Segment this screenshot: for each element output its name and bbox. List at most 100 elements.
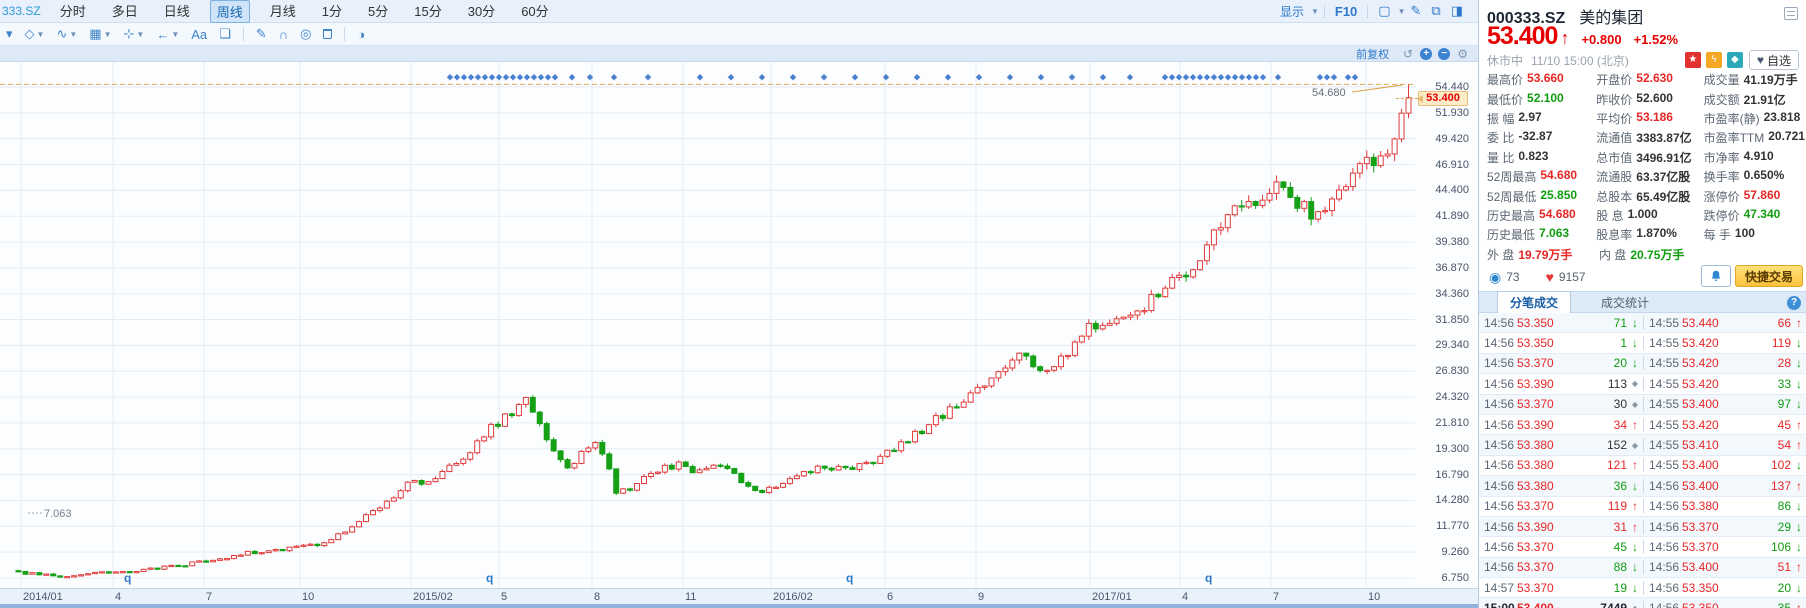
event-diamond-icon[interactable] (1316, 74, 1324, 81)
period-tab-周线[interactable]: 周线 (209, 0, 250, 23)
likes-heart-icon[interactable]: ♥ (1545, 269, 1554, 285)
event-diamond-icon[interactable] (467, 74, 475, 81)
arrow-left-icon[interactable]: ← ▼ (156, 26, 180, 42)
magnet-icon[interactable]: ∩ (278, 26, 289, 42)
wave-tool-icon[interactable]: ∿ ▼ (56, 26, 78, 41)
contrast-icon[interactable]: ◑ (357, 26, 366, 42)
event-diamond-icon[interactable] (509, 74, 517, 81)
event-diamond-icon[interactable] (1330, 74, 1338, 81)
event-diamond-icon[interactable] (1126, 74, 1134, 81)
event-diamond-icon[interactable] (1224, 74, 1232, 81)
period-tab-30分[interactable]: 30分 (467, 3, 496, 19)
alert-bell-button[interactable] (1701, 265, 1731, 287)
period-tab-月线[interactable]: 月线 (269, 3, 296, 19)
help-icon[interactable]: ? (1787, 296, 1801, 310)
event-diamond-icon[interactable] (944, 74, 952, 81)
adjust-mode-label[interactable]: 前复权 (1356, 48, 1390, 61)
event-diamond-icon[interactable] (1231, 74, 1239, 81)
period-tab-多日[interactable]: 多日 (111, 3, 138, 19)
trash-icon[interactable] (323, 29, 333, 39)
event-diamond-icon[interactable] (727, 74, 735, 81)
event-diamond-icon[interactable] (1210, 74, 1218, 81)
period-tab-日线[interactable]: 日线 (163, 3, 190, 19)
quick-trade-button[interactable]: 快捷交易 (1735, 265, 1803, 287)
event-diamond-icon[interactable] (460, 74, 468, 81)
event-diamond-icon[interactable] (481, 74, 489, 81)
event-diamond-icon[interactable] (851, 74, 859, 81)
comment-icon[interactable]: ❏ (219, 26, 231, 41)
undo-icon[interactable]: ↺ (1403, 46, 1414, 61)
period-tab-5分[interactable]: 5分 (368, 3, 389, 19)
pen-icon[interactable]: ✎ (255, 26, 267, 41)
news-note-icon[interactable] (1784, 7, 1798, 20)
event-diamond-icon[interactable] (1161, 74, 1169, 81)
candlestick-chart[interactable]: 54.680 7.063 (0, 62, 1478, 588)
target-icon[interactable]: ◎ (300, 26, 312, 41)
event-diamond-icon[interactable] (568, 74, 576, 81)
period-tab-15分[interactable]: 15分 (414, 3, 442, 19)
gear-icon[interactable]: ⚙ (1457, 46, 1468, 61)
event-diamond-icon[interactable] (644, 74, 652, 81)
tick-trade-list[interactable]: 14:56 53.350 71 ↓ 14:55 53.440 66 ↑ 14:56 53.350 1… (1479, 313, 1806, 608)
event-diamond-icon[interactable] (474, 74, 482, 81)
event-diamond-icon[interactable] (1238, 74, 1246, 81)
fullscreen-icon[interactable]: ⧉ (1431, 3, 1441, 18)
event-diamond-icon[interactable] (1099, 74, 1107, 81)
period-tab-1分[interactable]: 1分 (321, 3, 343, 19)
event-diamond-icon[interactable] (820, 74, 828, 81)
event-diamond-icon[interactable] (789, 74, 797, 81)
polygon-tool-icon[interactable]: ◇ ▼ (24, 26, 45, 41)
event-diamond-icon[interactable] (975, 74, 983, 81)
event-diamond-icon[interactable] (586, 74, 594, 81)
event-diamond-icon[interactable] (1175, 74, 1183, 81)
event-diamond-icon[interactable] (913, 74, 921, 81)
caret-down-icon[interactable]: ▾ (6, 26, 13, 41)
event-diamond-icon[interactable] (544, 74, 552, 81)
event-diamond-icon[interactable] (1006, 74, 1014, 81)
event-diamond-icon[interactable] (1168, 74, 1176, 81)
zoom-out-button[interactable]: − (1438, 47, 1451, 60)
event-diamond-icon[interactable] (1323, 74, 1331, 81)
event-diamond-icon[interactable] (530, 74, 538, 81)
event-diamond-icon[interactable] (495, 74, 503, 81)
event-diamond-icon[interactable] (1344, 74, 1352, 81)
event-diamond-icon[interactable] (1245, 74, 1253, 81)
event-diamond-icon[interactable] (1217, 74, 1225, 81)
event-diamond-icon[interactable] (1037, 74, 1045, 81)
side-panel-icon[interactable]: ◨ (1450, 3, 1463, 18)
event-diamond-icon[interactable] (610, 74, 618, 81)
event-diamond-icon[interactable] (696, 74, 704, 81)
tab-分笔成交[interactable]: 分笔成交 (1497, 290, 1572, 314)
crosshair-icon[interactable]: ⊹ ▼ (123, 26, 145, 41)
layout-rect-icon[interactable]: ▢ (1378, 3, 1391, 18)
event-diamond-icon[interactable] (882, 74, 890, 81)
event-diamond-icon[interactable] (1189, 74, 1197, 81)
chart-box-icon[interactable]: ▦ ▼ (89, 26, 112, 41)
event-diamond-icon[interactable] (446, 74, 454, 81)
period-tab-60分[interactable]: 60分 (521, 3, 549, 19)
zoom-in-button[interactable]: + (1420, 47, 1433, 60)
event-diamond-icon[interactable] (1196, 74, 1204, 81)
f10-button[interactable]: F10 (1334, 3, 1358, 19)
period-tab-分时[interactable]: 分时 (59, 3, 86, 19)
event-diamond-icon[interactable] (551, 74, 559, 81)
event-diamond-icon[interactable] (516, 74, 524, 81)
event-diamond-icon[interactable] (1068, 74, 1076, 81)
text-tool-icon[interactable]: Aa (191, 26, 208, 42)
pen-icon[interactable]: ✎ (1410, 3, 1422, 18)
event-diamond-icon[interactable] (1252, 74, 1260, 81)
event-diamond-icon[interactable] (1259, 74, 1267, 81)
event-diamond-icon[interactable] (502, 74, 510, 81)
event-diamond-icon[interactable] (758, 74, 766, 81)
display-menu[interactable]: 显示 (1279, 4, 1304, 19)
add-watchlist-button[interactable]: ♥ 自选 (1748, 50, 1799, 70)
event-diamond-icon[interactable] (1182, 74, 1190, 81)
event-diamond-icon[interactable] (1351, 74, 1359, 81)
event-diamond-icon[interactable] (523, 74, 531, 81)
event-diamond-icon[interactable] (488, 74, 496, 81)
event-diamond-icon[interactable] (1274, 74, 1282, 81)
event-diamond-icon[interactable] (453, 74, 461, 81)
tab-成交统计[interactable]: 成交统计 (1601, 295, 1650, 310)
event-diamond-icon[interactable] (1203, 74, 1211, 81)
event-diamond-icon[interactable] (537, 74, 545, 81)
